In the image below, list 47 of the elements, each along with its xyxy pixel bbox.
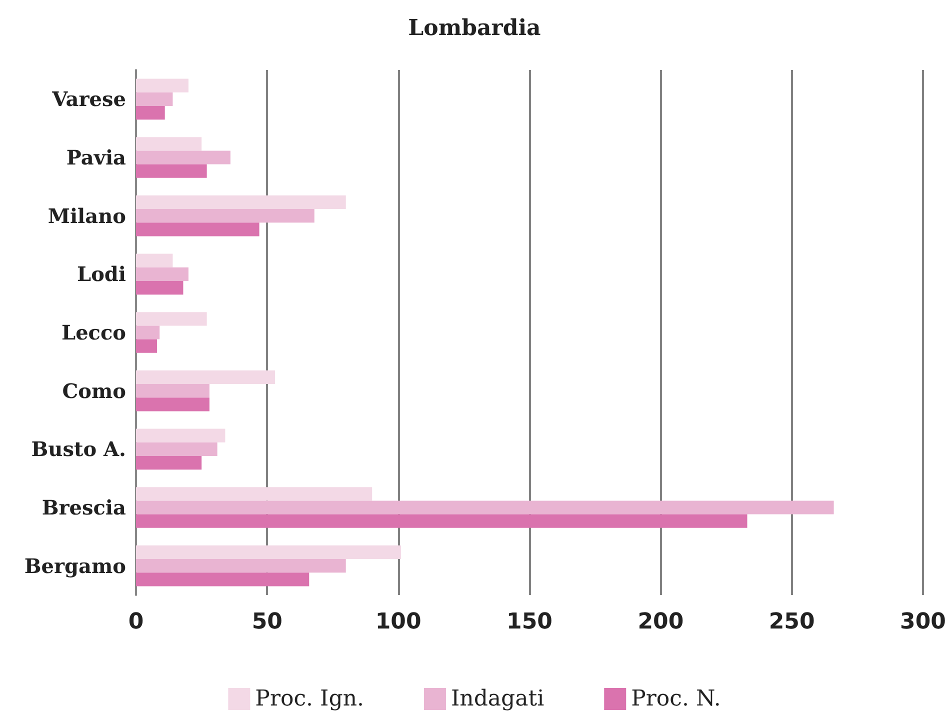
y-tick-label: Milano (48, 204, 126, 228)
bar (136, 209, 314, 223)
chart-title: Lombardia (408, 15, 541, 41)
legend-label: Proc. N. (631, 686, 721, 712)
bar (136, 398, 210, 412)
bar (136, 384, 210, 398)
bar (136, 559, 346, 573)
bar (136, 545, 401, 560)
y-tick-label: Como (62, 378, 126, 403)
x-tick-label: 50 (252, 610, 282, 634)
bar (136, 326, 160, 340)
y-tick-label: Busto A. (31, 437, 126, 462)
bar (136, 442, 218, 456)
bar (136, 137, 202, 151)
y-tick-label: Brescia (42, 496, 126, 520)
bar (136, 254, 173, 268)
bar (136, 500, 834, 514)
bar (136, 78, 188, 92)
bar (136, 370, 276, 384)
x-tick-label: 200 (638, 610, 684, 634)
x-tick-label: 0 (128, 610, 144, 634)
y-tick-label: Pavia (66, 146, 126, 170)
y-tick-label: Lecco (62, 320, 126, 344)
bar (136, 339, 157, 353)
bar (136, 456, 202, 470)
legend-label: Proc. Ign. (255, 686, 364, 712)
bar (136, 312, 207, 326)
bar (136, 280, 184, 295)
bar (136, 222, 260, 236)
y-tick-label: Bergamo (24, 554, 126, 578)
bar (136, 92, 173, 106)
bar (136, 514, 748, 528)
bar (136, 164, 207, 178)
x-tick-label: 100 (375, 610, 422, 634)
bar (136, 267, 188, 281)
x-tick-label: 150 (506, 610, 552, 634)
y-tick-label: Lodi (77, 262, 126, 286)
bar (136, 150, 230, 164)
bar (136, 487, 372, 501)
legend-label: Indagati (450, 686, 544, 712)
bar (136, 572, 310, 586)
bar (136, 106, 165, 120)
x-tick-label: 300 (900, 610, 946, 634)
bar (136, 428, 226, 442)
y-tick-label: Varese (51, 87, 126, 112)
bar (136, 195, 346, 210)
x-tick-label: 250 (768, 610, 815, 634)
